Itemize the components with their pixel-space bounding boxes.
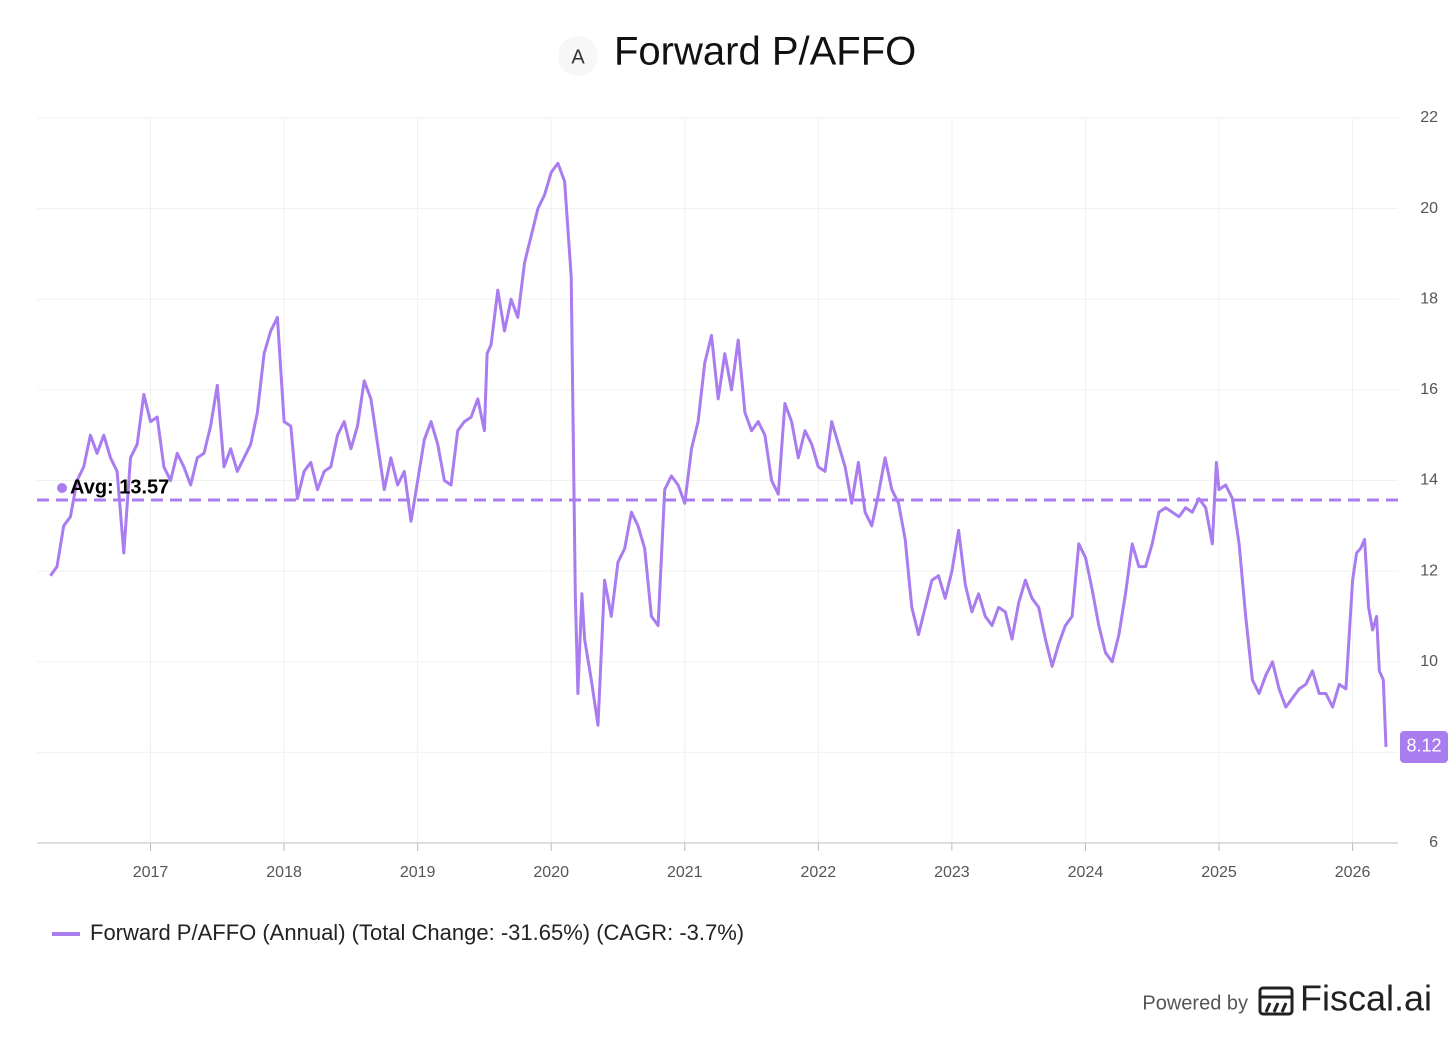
icon: A xyxy=(571,46,585,68)
x-tick-label: 2022 xyxy=(801,864,837,881)
y-tick-label: 22 xyxy=(1420,109,1438,126)
x-tick-label: 2024 xyxy=(1068,864,1104,881)
y-tick-label: 16 xyxy=(1420,381,1438,398)
average-label: Avg: 13.57 xyxy=(70,476,169,498)
legend: Forward P/AFFO (Annual) (Total Change: -… xyxy=(52,920,744,945)
icon-bg xyxy=(558,36,598,76)
y-tick-label: 12 xyxy=(1420,562,1438,579)
last-value-badge xyxy=(1400,730,1448,763)
powered-by: Powered by xyxy=(1142,992,1248,1014)
x-tick-label: 2023 xyxy=(934,864,970,881)
x-tick-label: 2026 xyxy=(1335,864,1371,881)
brand: Fiscal.ai xyxy=(1300,978,1432,1019)
y-tick-label: 10 xyxy=(1420,653,1438,670)
x-tick-label: 2017 xyxy=(133,864,169,881)
x-tick-label: 2025 xyxy=(1201,864,1237,881)
x-tick-label: 2020 xyxy=(533,864,569,881)
y-tick-label: 18 xyxy=(1420,290,1438,307)
y-tick-label: 20 xyxy=(1420,200,1438,217)
series-line xyxy=(49,161,1388,747)
y-tick-label: 14 xyxy=(1420,472,1438,489)
x-tick-label: 2019 xyxy=(400,864,436,881)
x-tick-label: 2018 xyxy=(266,864,302,881)
last-value-label: 8.12 xyxy=(1406,736,1441,756)
chart-title: Forward P/AFFO xyxy=(614,30,916,74)
brand-logo xyxy=(1258,986,1294,1016)
x-tick-label: 2021 xyxy=(667,864,703,881)
y-tick-label: 6 xyxy=(1429,834,1438,851)
legend-label: Forward P/AFFO (Annual) (Total Change: -… xyxy=(90,920,744,945)
average-dot xyxy=(57,482,67,493)
